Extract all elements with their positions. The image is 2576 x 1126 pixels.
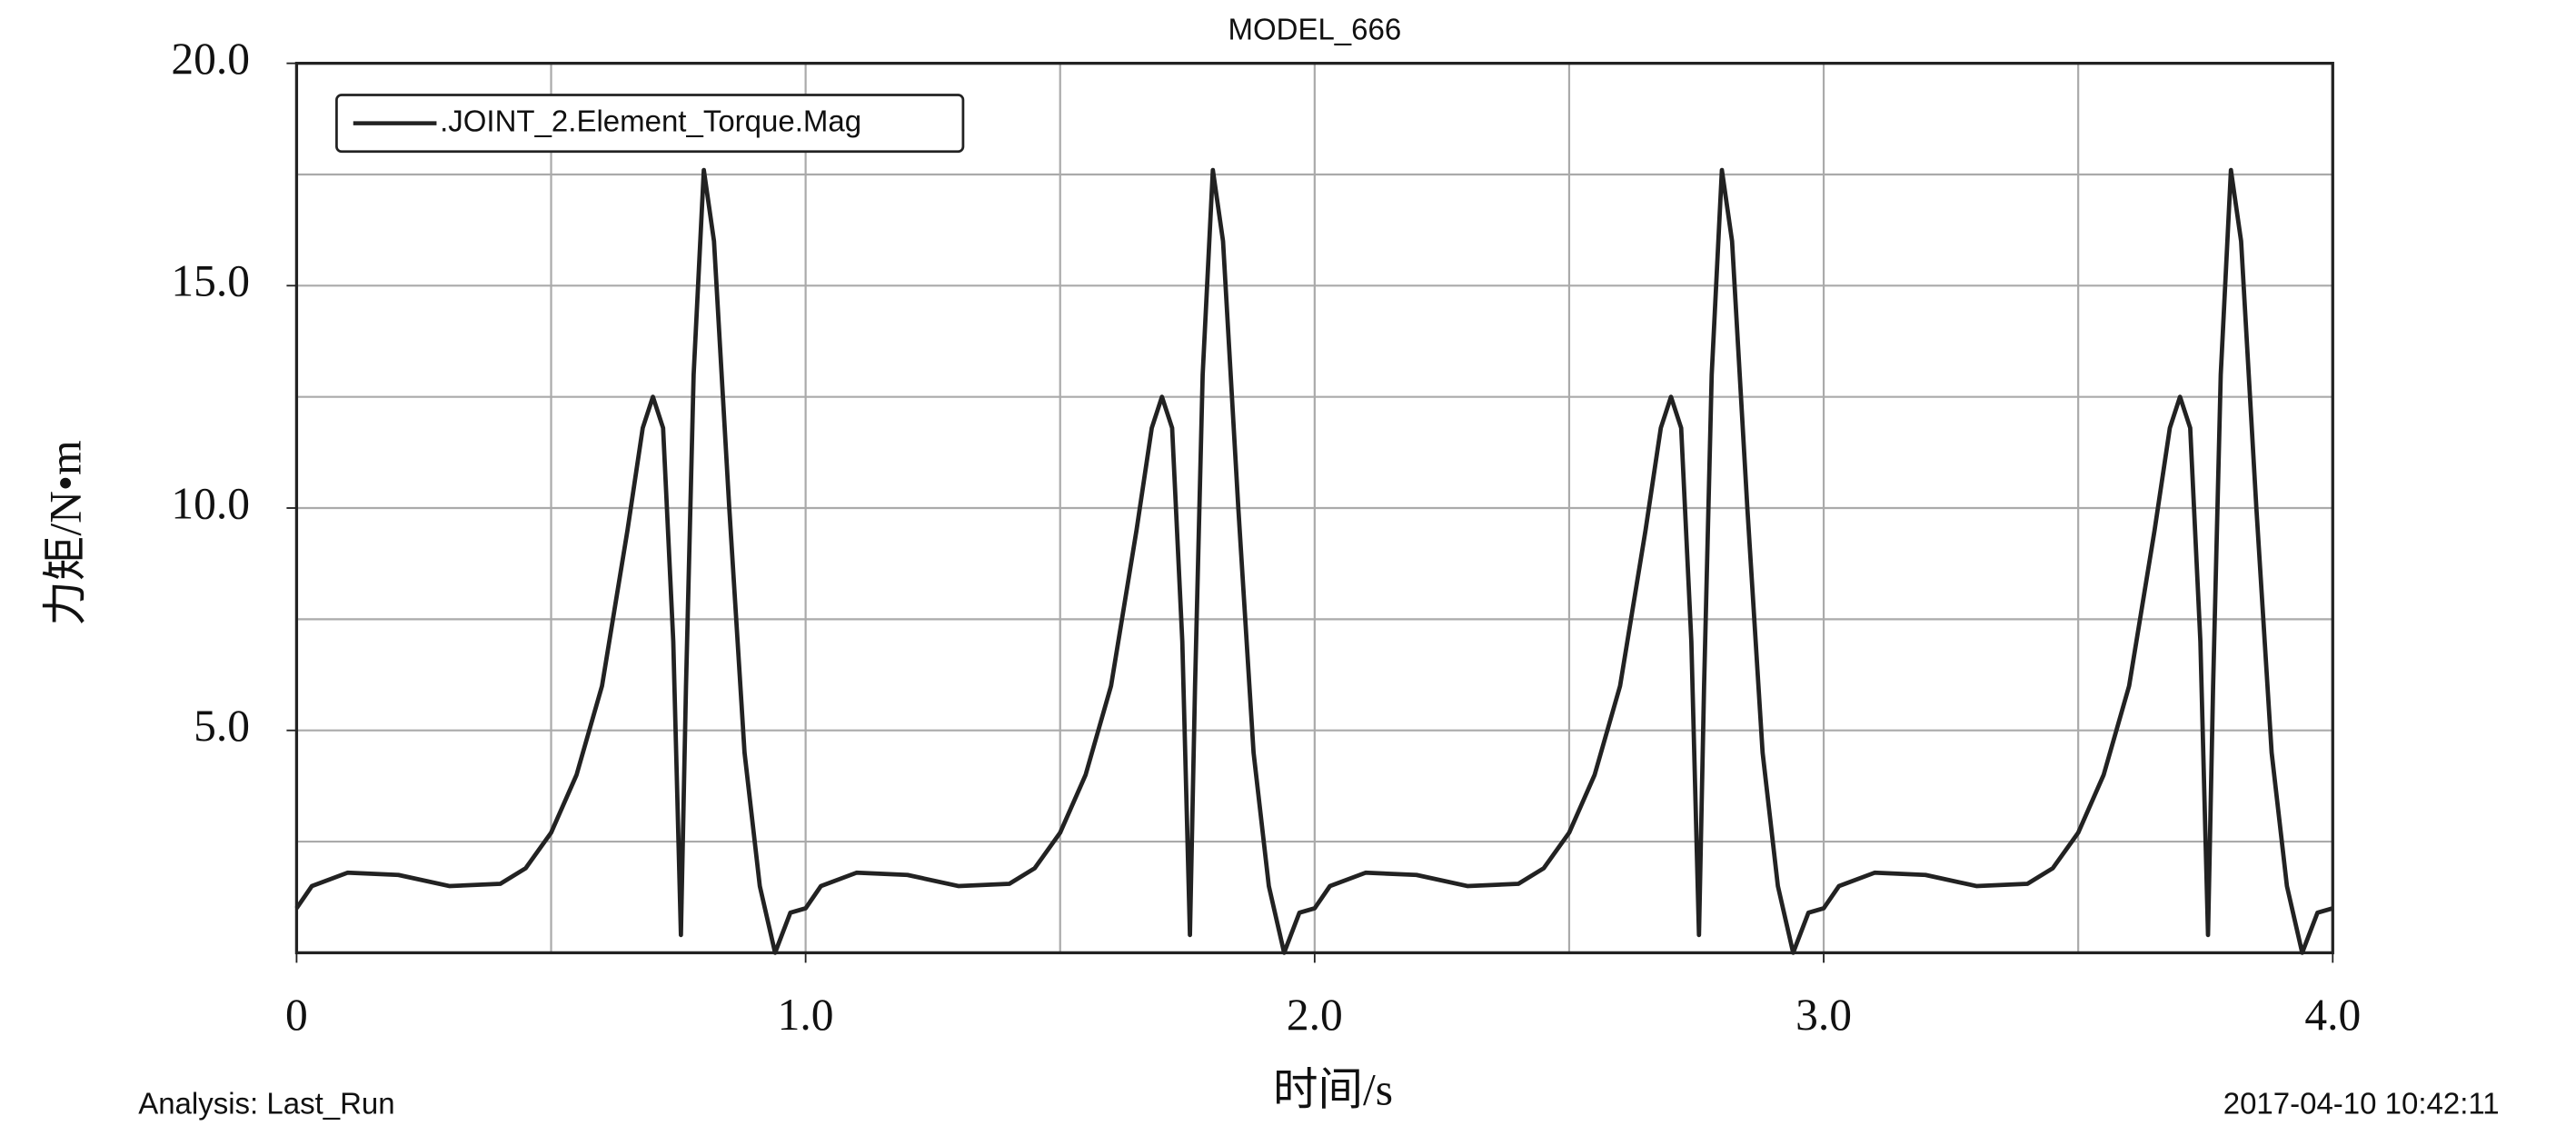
x-axis-label: 时间/s — [1273, 1065, 1393, 1115]
analysis-label: Analysis: Last_Run — [138, 1087, 394, 1121]
chart-title: MODEL_666 — [1228, 13, 1401, 46]
timestamp: 2017-04-10 10:42:11 — [2223, 1087, 2500, 1121]
legend-box — [335, 94, 965, 154]
y-axis-label: 力矩/N•m — [40, 440, 90, 625]
x-tick-label: 1.0 — [778, 990, 834, 1040]
y-tick-label: 5.0 — [194, 701, 250, 751]
y-tick-label: 10.0 — [171, 478, 250, 528]
y-tick-label: 15.0 — [171, 256, 250, 306]
x-tick-label: 4.0 — [2304, 990, 2361, 1040]
legend-label: .JOINT_2.Element_Torque.Mag — [440, 104, 861, 137]
x-tick-label: 3.0 — [1795, 990, 1852, 1040]
x-tick-label: 2.0 — [1287, 990, 1343, 1040]
y-tick-label: 20.0 — [171, 34, 250, 84]
data-line — [294, 167, 2333, 955]
x-tick-label: 0 — [285, 990, 308, 1040]
